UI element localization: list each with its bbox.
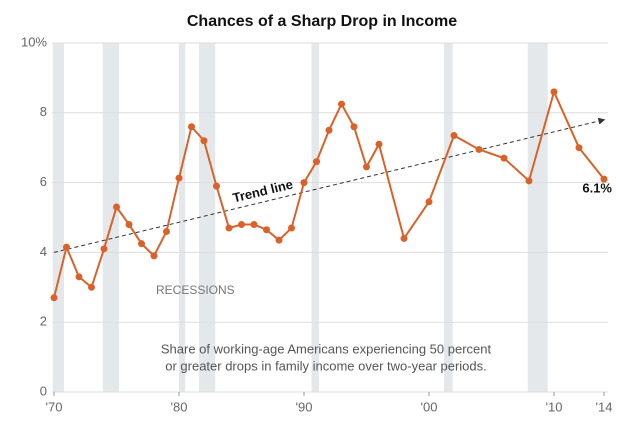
- trend-line: [53, 117, 606, 253]
- data-point: [100, 245, 108, 253]
- data-point: [88, 283, 95, 291]
- y-tick-label: 4: [40, 244, 47, 259]
- note-line: or greater drops in family income over t…: [165, 358, 487, 373]
- data-point: [500, 154, 508, 162]
- data-point: [75, 273, 83, 281]
- data-point: [200, 137, 208, 145]
- recession-band: [311, 43, 319, 392]
- data-point: [63, 243, 70, 251]
- recession-band: [102, 43, 119, 392]
- data-point: [113, 203, 120, 211]
- data-point: [313, 158, 320, 166]
- data-point: [163, 227, 170, 235]
- data-point: [550, 88, 558, 96]
- data-point: [600, 175, 608, 183]
- y-tick-label: 10%: [21, 34, 47, 49]
- y-tick-label: 6: [40, 174, 47, 189]
- note-line: Share of working-age Americans experienc…: [161, 341, 492, 356]
- data-point: [188, 123, 195, 131]
- recession-band: [179, 43, 186, 392]
- data-point: [138, 240, 145, 248]
- data-point: [238, 220, 245, 228]
- x-tick-label: '00: [421, 399, 438, 414]
- data-point: [213, 182, 220, 190]
- data-point: [225, 224, 233, 232]
- data-point: [525, 177, 533, 185]
- trend-label: Trend line: [231, 176, 294, 205]
- data-point: [250, 220, 258, 228]
- chart-title: Chances of a Sharp Drop in Income: [187, 13, 457, 30]
- data-point: [175, 174, 183, 182]
- y-tick-label: 0: [40, 383, 47, 398]
- x-tick-label: '14: [596, 399, 613, 414]
- x-tick-label: '10: [546, 399, 563, 414]
- data-point: [288, 224, 295, 232]
- data-point: [400, 234, 408, 242]
- data-point: [325, 126, 333, 134]
- data-point: [300, 179, 308, 187]
- data-point: [125, 220, 133, 228]
- x-tick-label: '90: [296, 399, 313, 414]
- data-point: [263, 226, 270, 234]
- data-point: [450, 131, 458, 139]
- recession-band: [444, 43, 453, 392]
- recession-band: [527, 43, 548, 392]
- recession-band: [199, 43, 216, 392]
- x-tick-label: '70: [46, 399, 63, 414]
- data-point: [475, 145, 483, 153]
- data-point: [425, 198, 433, 206]
- data-point: [338, 100, 345, 108]
- data-point: [350, 123, 358, 131]
- series-line: [53, 88, 605, 299]
- data-point: [150, 252, 158, 260]
- data-point: [363, 163, 370, 171]
- data-point: [575, 144, 583, 152]
- y-tick-label: 2: [40, 314, 47, 329]
- annotation: 6.1%: [582, 181, 612, 196]
- x-tick-label: '80: [171, 399, 188, 414]
- recessions-label: RECESSIONS: [156, 283, 235, 297]
- data-point: [375, 140, 383, 148]
- data-point: [50, 294, 58, 302]
- y-tick-label: 8: [40, 104, 47, 119]
- recession-band: [52, 43, 64, 392]
- data-point: [275, 236, 283, 244]
